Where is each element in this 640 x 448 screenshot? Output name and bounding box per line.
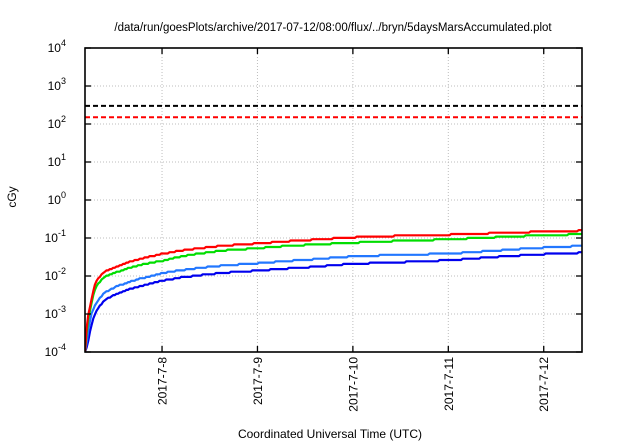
x-tick-label-2017-7-9: 2017-7-9 <box>251 357 265 405</box>
x-tick-labels: 2017-7-8 2017-7-9 2017-7-10 2017-7-11 2017-7… <box>156 357 552 412</box>
y-tick-label-1e1: 101 <box>48 152 66 169</box>
y-tick-label-1e-3: 10-3 <box>45 304 66 321</box>
grid-layer <box>85 48 582 352</box>
x-tick-label-2017-7-10: 2017-7-10 <box>346 357 360 412</box>
chart-title: /data/run/goesPlots/archive/2017-07-12/0… <box>114 22 552 34</box>
x-tick-label-2017-7-11: 2017-7-11 <box>442 357 456 411</box>
y-axis-label: cGy <box>5 186 19 207</box>
x-tick-label-2017-7-12: 2017-7-12 <box>537 357 551 412</box>
plot-border <box>84 47 583 353</box>
reference-lines-layer <box>85 104 582 119</box>
series-path-green-accumulated-dose <box>85 232 582 352</box>
data-series-layer <box>85 229 582 352</box>
y-tick-label-1e2: 102 <box>48 114 66 131</box>
y-tick-label-1e-4: 10-4 <box>45 342 66 359</box>
series-path-red-accumulated-dose <box>85 229 582 352</box>
tick-marks-layer <box>85 47 582 353</box>
x-tick-label-2017-7-8: 2017-7-8 <box>156 357 170 405</box>
y-tick-label-1e-2: 10-2 <box>45 266 66 283</box>
series-path-light-blue-accumulated-dose <box>85 244 582 352</box>
y-tick-label-1e-1: 10-1 <box>45 228 66 245</box>
y-tick-label-1e3: 103 <box>48 76 66 93</box>
x-axis-label: Coordinated Universal Time (UTC) <box>238 427 422 441</box>
y-tick-label-1e0: 100 <box>48 190 66 207</box>
y-tick-labels: 104 103 102 101 100 10-1 10-2 10-3 10-4 <box>45 38 66 359</box>
series-path-blue-accumulated-dose <box>85 251 582 352</box>
y-tick-label-1e4: 104 <box>48 38 66 55</box>
